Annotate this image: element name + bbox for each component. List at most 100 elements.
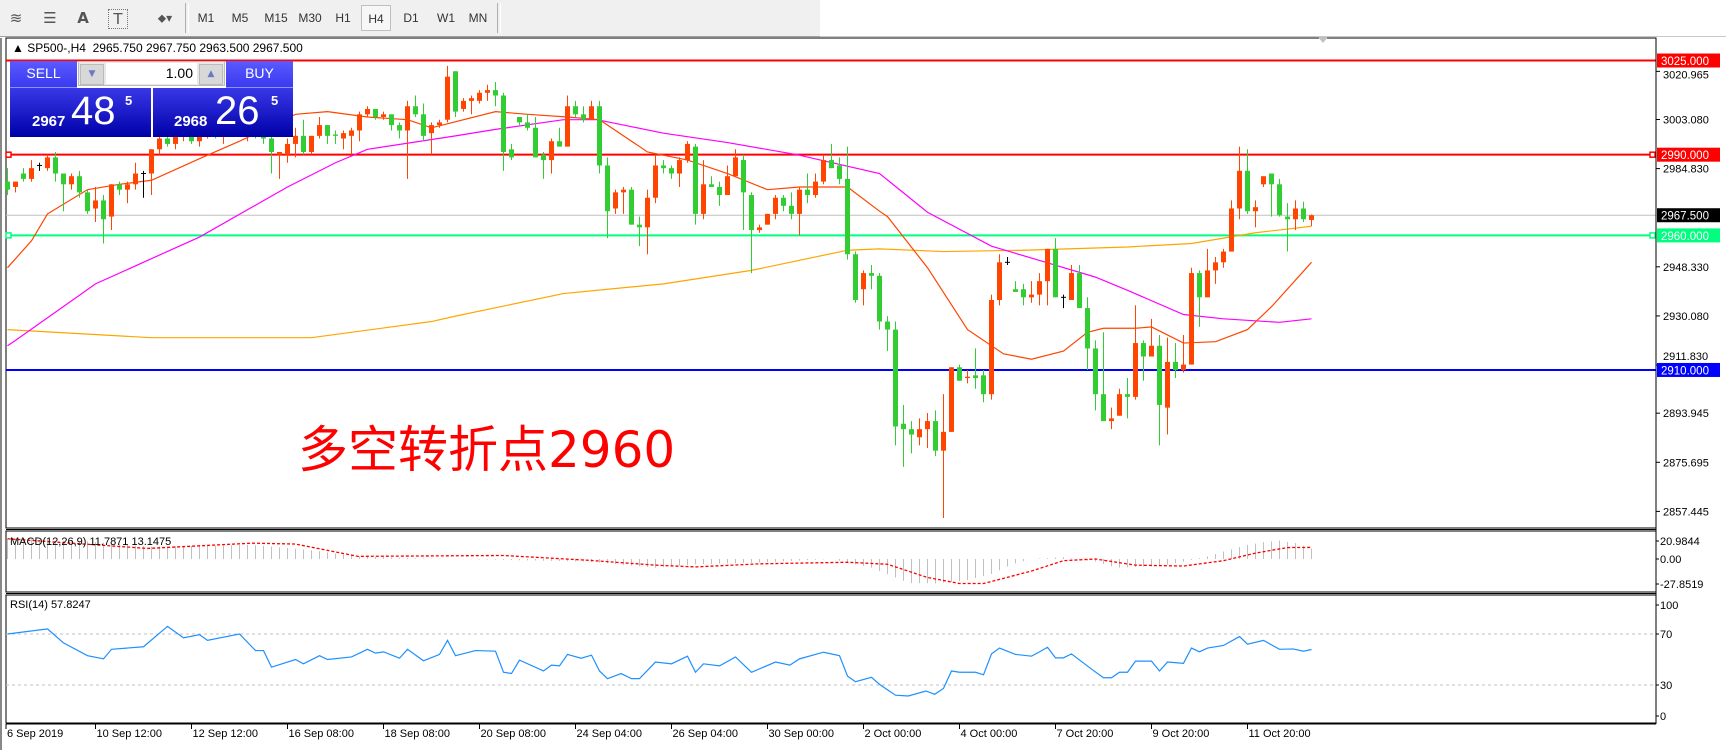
macd-tick-label: 0.00 [1660,554,1681,566]
timeframe-mn[interactable]: MN [468,11,488,25]
candle [1197,270,1202,327]
time-tick-label: 7 Oct 20:00 [1057,728,1114,740]
candle-body [485,90,490,93]
candle [1085,297,1090,370]
candle-body [741,160,746,193]
time-tick-label: 11 Oct 20:00 [1249,728,1311,740]
candle-body [1309,215,1314,220]
rsi-pane-frame [5,594,1657,724]
timeframe-m30[interactable]: M30 [298,11,322,25]
chart-frames [0,37,1657,750]
line-handle [1649,151,1656,158]
candle-body [493,90,498,96]
candle-body [733,157,738,177]
timeframe-m5[interactable]: M5 [231,11,249,25]
candle-body [645,197,650,228]
time-tick-label: 26 Sep 04:00 [673,728,738,740]
candle [293,127,298,158]
candle-body [1269,173,1274,185]
line-handle [5,151,12,158]
candle-body [429,125,434,134]
candle-body [549,141,554,161]
lot-decrease-button[interactable]: ▼ [80,64,104,85]
candle-body [589,106,594,120]
buy-button[interactable]: BUY [226,61,293,88]
timeframe-m1[interactable]: M1 [197,11,215,25]
candle-body [933,421,938,451]
macd-pane: MACD(12,26,9) 11.7871 13.1475 [7,536,1312,585]
toolbar-separator [497,3,501,33]
candle [909,421,914,454]
candle-body [1165,361,1170,408]
candle-body [525,122,530,128]
lot-size-stepper[interactable]: ▼ 1.00 ▲ [78,61,225,86]
rsi-tick-label: 70 [1660,629,1672,641]
arrows-icon[interactable]: ⬥▾ [157,11,173,25]
timeframe-m15[interactable]: M15 [264,11,288,25]
candle-body [757,227,762,231]
candle [285,138,290,163]
fibonacci-icon[interactable]: ☰ [43,9,57,27]
candle-body [357,114,362,131]
candle [381,111,386,120]
timeframe-h1[interactable]: H1 [335,11,351,25]
line-price-label: 2910.000 [1661,365,1709,377]
chart-shift-marker[interactable] [1318,37,1328,43]
axes: 3020.965 3003.080 2984.830 2948.330 2930.080… [5,38,1709,740]
candle [141,170,146,198]
lot-size-input[interactable]: 1.00 [106,63,197,84]
rsi-pane: RSI(14) 57.8247 [6,599,1656,697]
candle-body [517,117,522,123]
candle [1181,334,1186,373]
timeframe-h4[interactable]: H4 [361,5,391,31]
candle [1277,178,1282,217]
buy-price-box[interactable]: 2968 26 5 [153,88,293,137]
line-price-label-bg [1657,147,1720,162]
text-icon[interactable]: A [77,9,89,27]
candle-body [69,176,74,185]
candle [885,316,890,352]
candle [805,173,810,204]
price-tick-label: 2857.445 [1663,506,1709,518]
text-label-icon[interactable]: T [108,9,128,29]
buy-price-pips: 26 [215,89,260,133]
candle-body [93,200,98,209]
candle [933,410,938,457]
candle [1237,146,1242,220]
toolbar: ≋ ☰ A T ⬥▾ M1 M5 M15 M30 H1 H4 D1 W1 MN [0,0,1726,37]
candle [605,157,610,239]
candle-body [341,133,346,139]
line-price-label-bg [1657,362,1720,377]
candle [389,114,394,131]
candle [37,162,42,171]
elliott-wave-icon[interactable]: ≋ [9,9,23,27]
candle-body [1021,289,1026,298]
macd-tick-label: 20.9844 [1660,536,1700,548]
timeframe-w1[interactable]: W1 [437,11,455,25]
candle-body [421,114,426,136]
sell-button[interactable]: SELL [10,61,77,88]
candle [85,189,90,214]
candle [541,151,546,179]
line-handle [5,232,12,239]
candle-body [685,143,690,161]
candle [1205,248,1210,298]
candle-body [149,149,154,174]
candle-body [749,195,754,231]
candle [157,135,162,155]
chart-annotation-text[interactable]: 多空转折点2960 [298,421,676,479]
candle [581,106,586,123]
candle-body [509,149,514,158]
macd-pane-frame [5,530,1657,593]
candle [149,149,154,196]
timeframe-d1[interactable]: D1 [403,11,419,25]
collapse-triangle-icon[interactable]: ▲ [12,41,28,55]
candle-body [1261,176,1266,185]
lot-increase-button[interactable]: ▲ [199,64,223,85]
sell-price-box[interactable]: 2967 48 5 [10,88,151,137]
price-tick-label: 2984.830 [1663,164,1709,176]
candle-body [1173,361,1178,370]
time-tick-label: 12 Sep 12:00 [193,728,258,740]
candle-body [85,192,90,212]
